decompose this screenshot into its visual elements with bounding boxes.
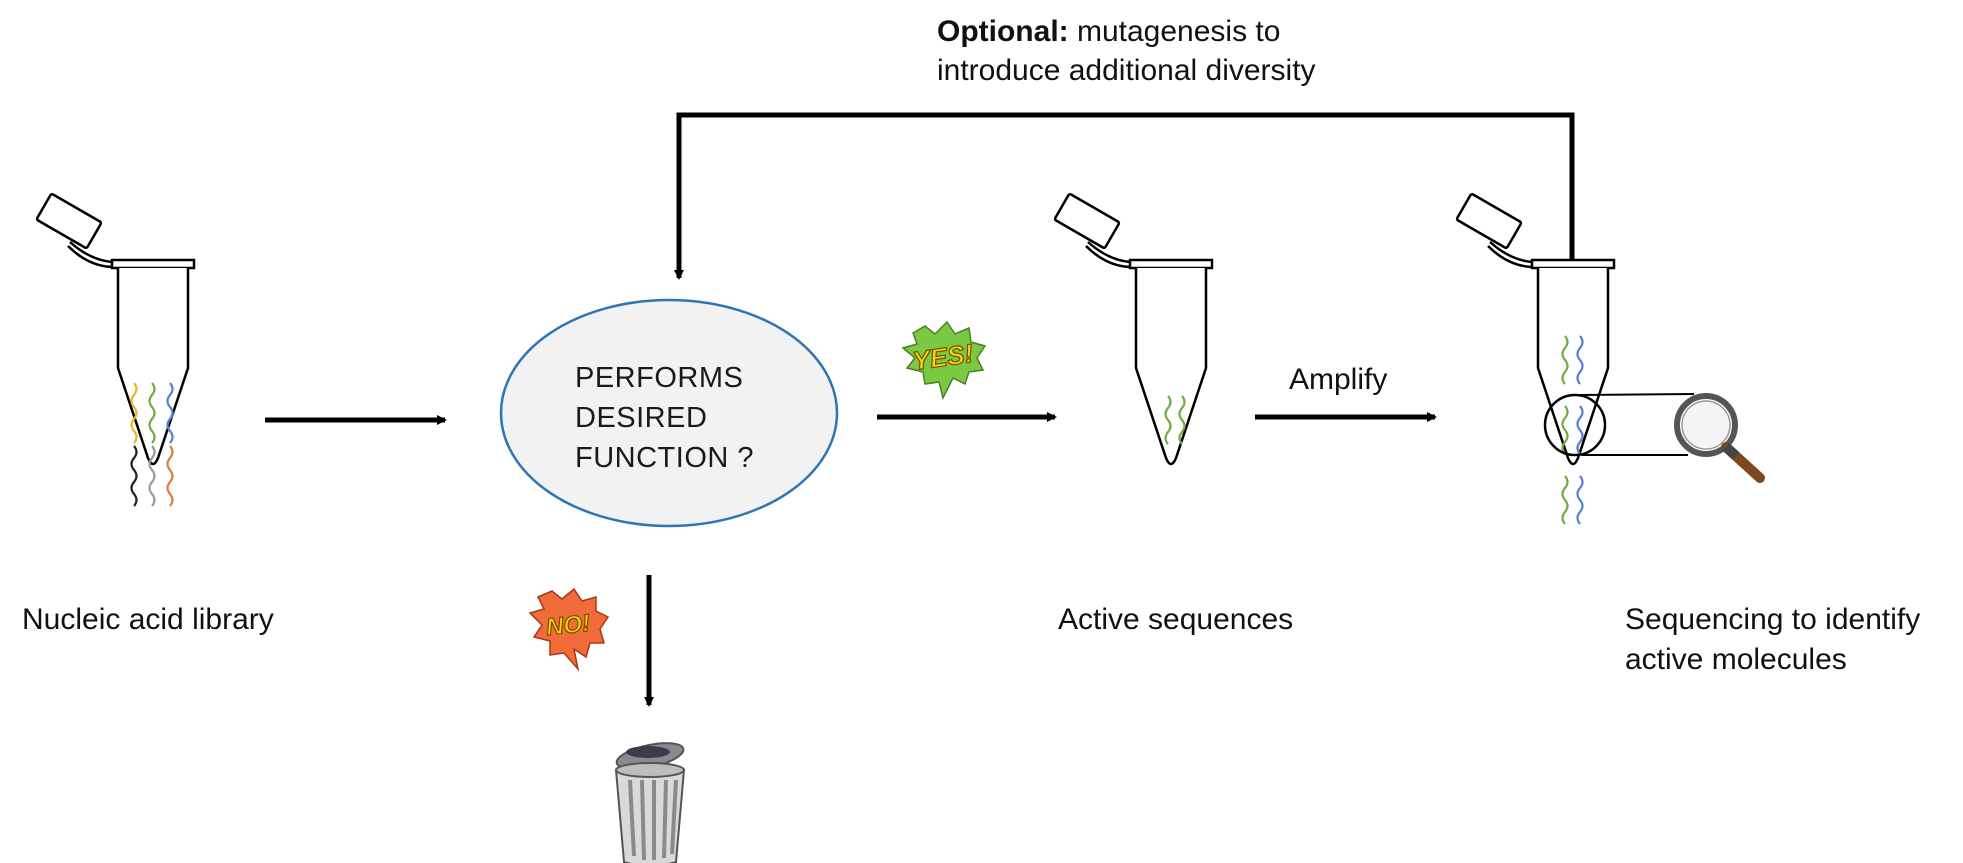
optional-note: Optional: mutagenesis to (937, 12, 1280, 52)
label-amplify: Amplify (1289, 363, 1388, 396)
label-sequencing-line1: Sequencing to identify (1625, 603, 1921, 636)
yes-burst: YES! (901, 320, 987, 401)
no-burst: NO! (528, 587, 610, 672)
decision-line3: FUNCTION ? (575, 442, 754, 474)
decision-oval (499, 298, 839, 528)
magnifier-icon (1543, 393, 1765, 483)
tube-library (35, 192, 196, 507)
label-active: Active sequences (1058, 603, 1294, 636)
mutagenesis-loop-arrow (674, 112, 1575, 296)
optional-note-line1: mutagenesis to (1068, 15, 1281, 48)
strands-active (1164, 395, 1186, 445)
tube-active (1053, 192, 1214, 466)
trash-can-icon (614, 742, 686, 863)
no-burst-text: NO! (545, 610, 592, 641)
tube-sequencing (1455, 192, 1616, 525)
decision-line2: DESIRED (575, 402, 708, 434)
decision-text: PERFORMS DESIRED FUNCTION ? (575, 358, 754, 478)
optional-note-line2: introduce additional diversity (937, 54, 1316, 87)
decision-line1: PERFORMS (575, 362, 744, 394)
optional-note-bold: Optional: (937, 15, 1069, 48)
label-sequencing-line2: active molecules (1625, 643, 1847, 676)
strands-library (130, 382, 174, 507)
strands-sequencing (1561, 335, 1584, 525)
label-library: Nucleic acid library (22, 603, 274, 636)
